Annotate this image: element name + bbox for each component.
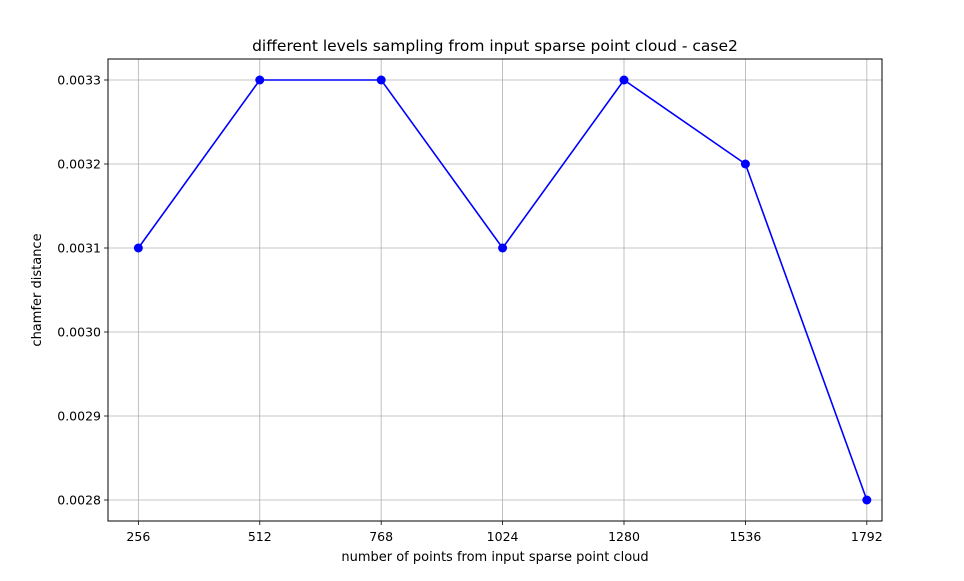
x-tick-label: 256 xyxy=(126,529,150,544)
y-tick-label: 0.0030 xyxy=(57,325,101,340)
y-tick-label: 0.0032 xyxy=(57,157,101,172)
plot-frame xyxy=(107,58,883,522)
x-tick-label: 1536 xyxy=(730,529,762,544)
chart-title: different levels sampling from input spa… xyxy=(252,37,738,55)
y-axis-label: chamfer distance xyxy=(30,233,45,346)
data-point-marker xyxy=(255,75,265,85)
series-layer xyxy=(133,75,872,505)
data-point-marker xyxy=(862,495,872,505)
y-tick-label: 0.0028 xyxy=(57,493,101,508)
grid xyxy=(108,59,882,521)
x-tick-label: 1024 xyxy=(487,529,519,544)
data-point-marker xyxy=(619,75,629,85)
data-point-marker xyxy=(376,75,386,85)
data-point-marker xyxy=(498,243,508,253)
y-tick-label: 0.0033 xyxy=(57,73,101,88)
x-tick-label: 512 xyxy=(248,529,272,544)
data-point-marker xyxy=(740,159,750,169)
x-axis-label: number of points from input sparse point… xyxy=(341,550,648,565)
x-tick-label: 768 xyxy=(369,529,393,544)
x-tick-label: 1280 xyxy=(608,529,640,544)
y-tick-label: 0.0029 xyxy=(57,409,101,424)
y-tick-label: 0.0031 xyxy=(57,241,101,256)
x-tick-label: 1792 xyxy=(851,529,883,544)
data-point-marker xyxy=(133,243,143,253)
ticks: 256 512 768 1024 1280 1536 1792 0.0028 0.0029 0.0… xyxy=(57,73,882,545)
